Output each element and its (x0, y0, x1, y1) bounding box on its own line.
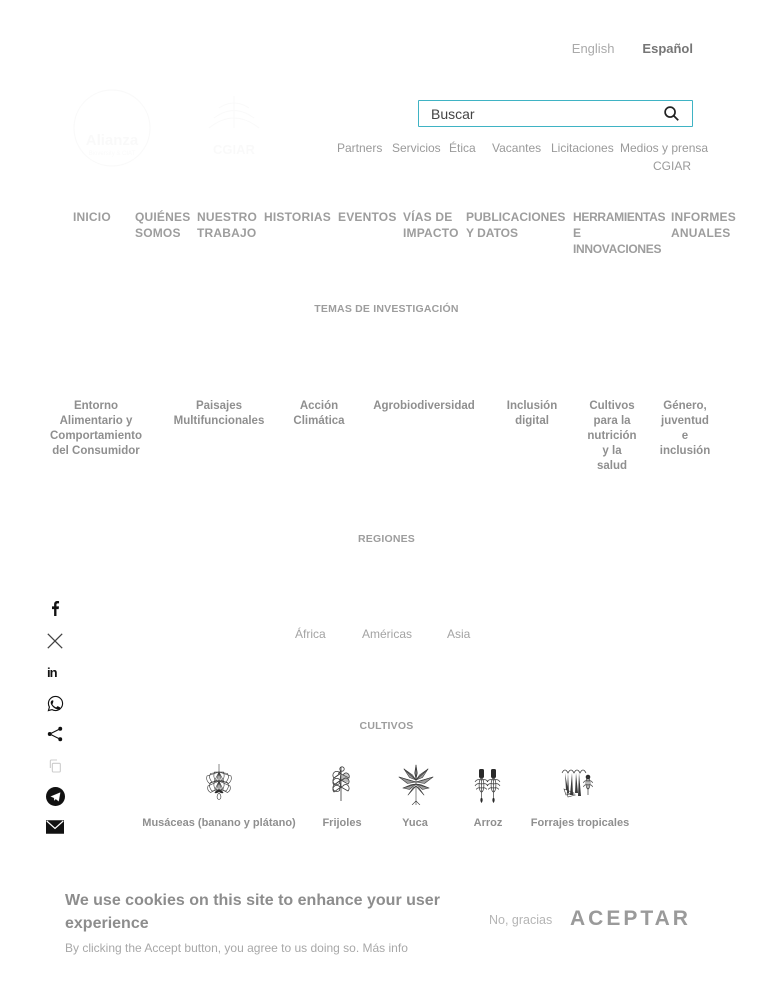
svg-text:Bioversity & CIAT: Bioversity & CIAT (89, 151, 136, 157)
svg-text:Alianza: Alianza (86, 132, 139, 149)
svg-text:CGIAR: CGIAR (213, 142, 256, 157)
